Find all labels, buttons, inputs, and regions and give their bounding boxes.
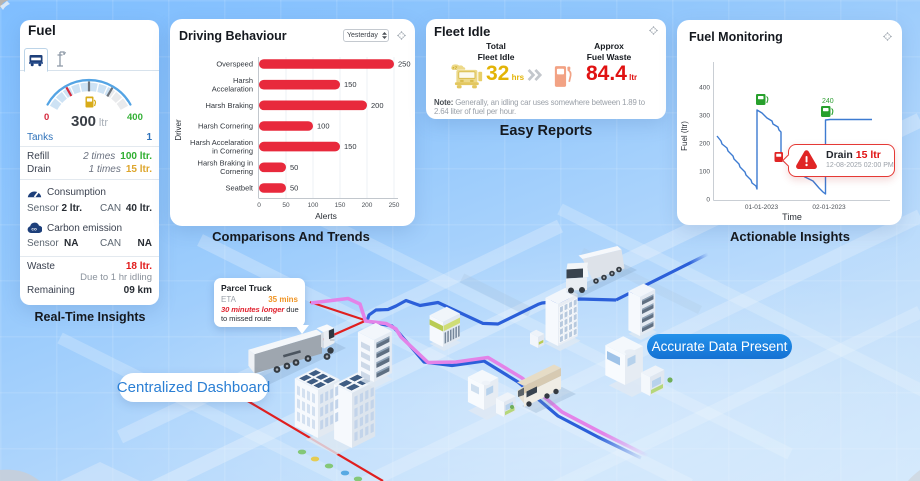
svg-text:co: co (31, 227, 37, 232)
svg-text:01-01-2023: 01-01-2023 (745, 204, 779, 211)
svg-text:Seatbelt: Seatbelt (225, 184, 253, 193)
svg-text:300: 300 (699, 113, 710, 120)
svg-text:50: 50 (290, 184, 298, 193)
svg-text:Harsh Braking: Harsh Braking (205, 101, 253, 110)
svg-text:50: 50 (290, 163, 298, 172)
svg-text:200: 200 (362, 202, 373, 209)
svg-text:Time: Time (782, 212, 802, 222)
svg-text:150: 150 (344, 142, 357, 151)
svg-text:zZ: zZ (452, 66, 457, 72)
svg-text:Harsh Accelaration: Harsh Accelaration (190, 138, 253, 147)
svg-text:Accelaration: Accelaration (212, 85, 253, 94)
svg-text:0: 0 (257, 202, 261, 209)
svg-text:50: 50 (282, 202, 290, 209)
svg-text:Driver: Driver (174, 119, 183, 141)
svg-text:Cornering: Cornering (220, 167, 253, 176)
svg-text:200: 200 (699, 141, 710, 148)
svg-text:Harsh Braking in: Harsh Braking in (198, 159, 253, 168)
svg-text:240: 240 (822, 98, 834, 105)
svg-text:250: 250 (398, 60, 411, 69)
svg-text:200: 200 (371, 101, 384, 110)
svg-text:Harsh: Harsh (233, 76, 253, 85)
svg-text:0: 0 (706, 197, 710, 204)
svg-text:100: 100 (308, 202, 319, 209)
svg-text:400: 400 (699, 85, 710, 92)
svg-text:150: 150 (335, 202, 346, 209)
svg-text:Fuel (ltr): Fuel (ltr) (680, 121, 689, 151)
svg-text:02-01-2023: 02-01-2023 (812, 204, 846, 211)
svg-text:100: 100 (317, 122, 330, 131)
svg-text:Harsh Cornering: Harsh Cornering (198, 122, 253, 131)
svg-text:in Cornering: in Cornering (212, 147, 253, 156)
svg-text:100: 100 (699, 169, 710, 176)
svg-text:250: 250 (389, 202, 400, 209)
svg-text:150: 150 (344, 80, 357, 89)
svg-text:Overspeed: Overspeed (216, 60, 253, 69)
svg-text:Alerts: Alerts (315, 211, 337, 221)
